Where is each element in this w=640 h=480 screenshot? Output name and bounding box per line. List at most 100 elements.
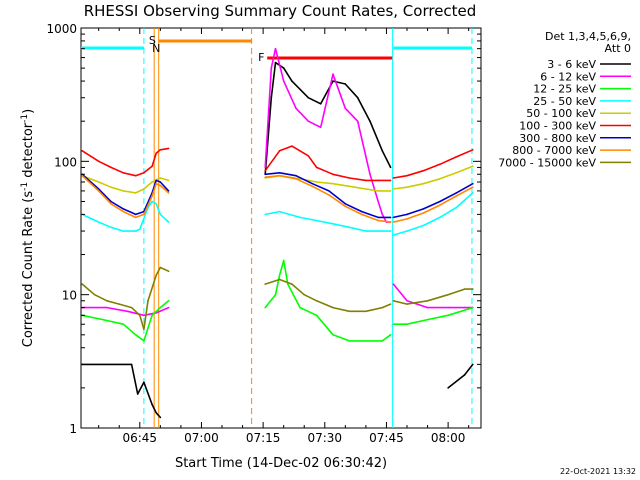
- series-point: [332, 73, 334, 75]
- series-point: [426, 318, 429, 321]
- series-point: [315, 181, 318, 183]
- series-point: [472, 149, 474, 151]
- series-point: [381, 306, 384, 309]
- legend-header-1: Det 1,3,4,5,6,9,: [545, 30, 631, 43]
- y-axis-label-sup1: -1: [20, 182, 30, 191]
- series-point: [422, 208, 425, 210]
- series-point: [389, 216, 392, 219]
- series-25to50keV: [81, 192, 474, 236]
- series-7000to15000keV: [81, 266, 474, 331]
- series-point: [406, 174, 408, 177]
- series-point: [311, 185, 314, 188]
- series-point: [159, 181, 162, 183]
- series-point: [381, 150, 384, 152]
- series-point: [439, 178, 441, 180]
- series-point: [110, 186, 112, 188]
- series-point: [81, 150, 83, 152]
- series-point: [344, 83, 347, 85]
- y-axis-label-end: ): [21, 109, 36, 114]
- series-point: [122, 210, 125, 213]
- series-point: [389, 303, 392, 305]
- legend-header-2: Att 0: [605, 42, 631, 55]
- legend-label: 800 - 7000 keV: [512, 144, 596, 157]
- series-point: [389, 230, 392, 232]
- series-point: [134, 230, 137, 232]
- series-point: [278, 150, 281, 152]
- y-axis-label-main: Corrected Count Rate (s: [21, 191, 36, 348]
- y-axis-label: Corrected Count Rate (s-1 detector-1): [20, 109, 36, 347]
- series-point: [422, 212, 425, 214]
- series-point: [328, 194, 330, 196]
- series-point: [97, 181, 100, 183]
- series-point: [295, 174, 297, 177]
- series-point: [143, 340, 145, 342]
- series-point: [81, 283, 83, 285]
- series-point: [389, 221, 392, 223]
- series-point: [463, 306, 466, 309]
- series-300to800keV: [81, 172, 474, 219]
- series-3to6keV: [81, 61, 474, 419]
- series-point: [278, 278, 281, 281]
- legend-label: 7000 - 15000 keV: [498, 156, 596, 169]
- series-point: [406, 230, 408, 232]
- series-point: [377, 190, 380, 192]
- series-point: [264, 166, 267, 169]
- series-point: [315, 219, 318, 222]
- series-point: [369, 120, 371, 122]
- series-point: [278, 210, 281, 213]
- series-point: [439, 200, 441, 203]
- series-point: [274, 293, 277, 296]
- x-tick-label: 07:00: [184, 431, 219, 445]
- series-point: [307, 120, 310, 122]
- y-axis-label-mid: detector: [21, 122, 36, 182]
- series-point: [270, 67, 273, 69]
- series-point: [291, 80, 293, 82]
- series-point: [126, 310, 129, 313]
- series-point: [315, 300, 318, 302]
- series-point: [392, 323, 395, 326]
- series-point: [472, 182, 474, 185]
- series-point: [122, 208, 125, 210]
- series-point: [439, 216, 441, 219]
- series-point: [287, 283, 289, 285]
- series-point: [155, 179, 157, 182]
- series-point: [361, 213, 363, 216]
- series-point: [155, 203, 157, 205]
- series-point: [463, 374, 466, 376]
- series-point: [447, 293, 449, 296]
- series-point: [377, 216, 380, 219]
- series-point: [274, 47, 277, 50]
- series-point: [134, 334, 137, 336]
- series-point: [332, 80, 334, 82]
- series-point: [389, 166, 392, 169]
- series-point: [118, 303, 120, 305]
- axes-layer: 06:45 07:00 07:15 07:30 07:45 08:00 1 10 100 1000: [46, 22, 481, 445]
- series-point: [167, 190, 170, 192]
- series-point: [392, 216, 395, 219]
- series-point: [332, 306, 334, 309]
- series-point: [130, 306, 133, 309]
- series-point: [93, 293, 96, 296]
- legend-label: 3 - 6 keV: [547, 58, 596, 71]
- series-layer: [81, 47, 474, 419]
- series-point: [307, 96, 310, 99]
- series-point: [472, 165, 474, 167]
- series-point: [264, 283, 267, 285]
- series-point: [167, 192, 170, 194]
- series-point: [455, 172, 458, 174]
- series-point: [344, 203, 347, 205]
- series-point: [392, 234, 395, 236]
- series-point: [406, 303, 408, 305]
- series-point: [282, 259, 285, 262]
- series-point: [110, 166, 112, 169]
- series-point: [282, 67, 285, 69]
- legend-label: 12 - 25 keV: [533, 83, 596, 96]
- x-axis-label: Start Time (14-Dec-02 06:30:42): [175, 456, 387, 471]
- series-point: [264, 213, 267, 216]
- series-point: [274, 61, 277, 64]
- series-point: [143, 213, 145, 216]
- series-point: [299, 216, 301, 219]
- series-point: [151, 165, 153, 167]
- series-point: [303, 293, 306, 296]
